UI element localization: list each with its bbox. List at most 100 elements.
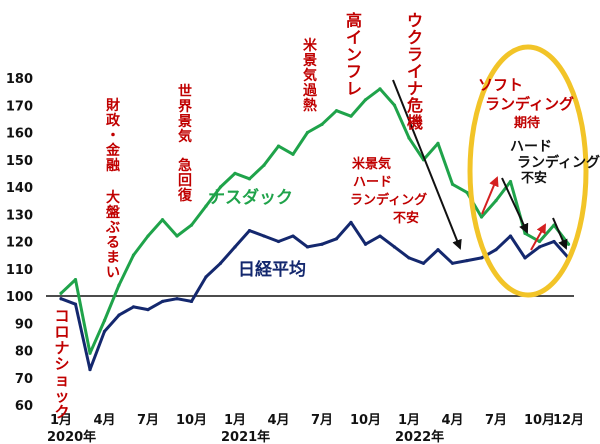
series-label-nikkei: 日経平均 bbox=[238, 259, 306, 280]
x-tick-label: 7月 bbox=[137, 413, 159, 428]
x-tick-label: 10月 bbox=[176, 413, 207, 428]
data-point bbox=[450, 182, 455, 186]
annotation-label: 米景気過熱 bbox=[302, 37, 318, 114]
annotation-label: ランディング bbox=[350, 192, 427, 208]
annotation-label: コロナショック bbox=[54, 307, 69, 421]
x-tick-label: 7月 bbox=[485, 413, 507, 428]
data-point bbox=[262, 234, 266, 238]
data-point bbox=[552, 239, 556, 244]
data-point bbox=[407, 136, 411, 140]
annotation-label: ハード bbox=[510, 139, 552, 155]
data-point bbox=[465, 190, 469, 195]
annotation-label: ソフト bbox=[478, 76, 523, 94]
y-tick-label: 130 bbox=[6, 208, 33, 223]
data-point bbox=[218, 185, 223, 189]
data-point bbox=[233, 245, 237, 249]
data-point bbox=[131, 253, 136, 257]
y-tick-label: 90 bbox=[15, 317, 33, 332]
year-label: 2020年 bbox=[47, 429, 96, 444]
data-point bbox=[204, 275, 208, 279]
data-point bbox=[392, 245, 397, 249]
y-tick-label: 100 bbox=[6, 290, 33, 305]
data-point bbox=[479, 215, 484, 219]
data-point bbox=[146, 308, 150, 312]
annotation-label: ハード bbox=[353, 175, 392, 190]
annotation-label: 高インフレ bbox=[346, 11, 362, 98]
annotation-label: 期待 bbox=[514, 115, 540, 131]
data-point bbox=[537, 239, 542, 244]
trend-arrow bbox=[530, 223, 546, 251]
annotation-label: 世界景気 bbox=[178, 83, 193, 145]
annotation-label: 不安 bbox=[521, 170, 547, 186]
y-tick-label: 60 bbox=[15, 399, 33, 414]
data-point bbox=[363, 242, 368, 246]
annotation-label: ウクライナ危機 bbox=[407, 11, 423, 132]
y-tick-label: 120 bbox=[6, 236, 33, 251]
data-point bbox=[407, 256, 411, 260]
highlight-ellipse bbox=[467, 44, 589, 298]
annotation-label: ランディング bbox=[485, 95, 574, 113]
data-point bbox=[334, 237, 339, 241]
data-point bbox=[276, 239, 281, 244]
data-point bbox=[349, 220, 353, 225]
series-label-nasdaq: ナスダック bbox=[208, 187, 293, 208]
data-point bbox=[247, 229, 252, 233]
data-point bbox=[363, 98, 368, 102]
data-point bbox=[73, 278, 78, 282]
data-point bbox=[494, 199, 498, 203]
trend-arrow bbox=[481, 176, 499, 215]
data-point bbox=[320, 242, 324, 246]
data-point bbox=[378, 234, 382, 238]
y-tick-label: 70 bbox=[15, 372, 33, 387]
data-point bbox=[59, 291, 63, 295]
data-point bbox=[349, 114, 353, 118]
data-point bbox=[146, 234, 150, 238]
data-point bbox=[436, 248, 440, 252]
annotation-label: ランディング bbox=[517, 154, 600, 171]
annotation-label: 財政・金融 bbox=[105, 97, 121, 174]
data-point bbox=[218, 261, 223, 265]
data-point bbox=[508, 234, 513, 238]
data-point bbox=[291, 152, 295, 156]
data-point bbox=[465, 258, 469, 263]
y-tick-label: 150 bbox=[6, 154, 33, 169]
data-point bbox=[175, 234, 179, 238]
data-point bbox=[378, 87, 382, 91]
data-point bbox=[247, 177, 252, 181]
y-tick-label: 110 bbox=[6, 263, 33, 278]
y-tick-label: 140 bbox=[6, 181, 33, 196]
x-tick-label: 7月 bbox=[311, 413, 333, 428]
annotation-label: 大盤ぶるまい bbox=[105, 189, 121, 281]
trend-arrow bbox=[392, 79, 462, 250]
data-point bbox=[334, 109, 339, 113]
data-point bbox=[102, 318, 107, 323]
data-point bbox=[392, 103, 397, 107]
data-point bbox=[305, 130, 310, 135]
data-point bbox=[291, 234, 295, 238]
x-tick-label: 1月 bbox=[398, 413, 420, 428]
data-point bbox=[88, 351, 92, 355]
x-tick-label: 12月 bbox=[553, 413, 584, 428]
data-point bbox=[189, 299, 194, 304]
data-point bbox=[59, 297, 63, 301]
x-tick-label: 4月 bbox=[441, 413, 463, 428]
annotation-label: 急回復 bbox=[177, 157, 193, 204]
data-point bbox=[204, 204, 208, 208]
x-tick-label: 4月 bbox=[267, 413, 289, 428]
data-point bbox=[305, 245, 310, 249]
data-point bbox=[88, 367, 92, 372]
x-tick-label: 10月 bbox=[350, 413, 381, 428]
x-tick-label: 1月 bbox=[224, 413, 246, 428]
data-point bbox=[450, 261, 455, 265]
x-tick-label: 4月 bbox=[93, 413, 115, 428]
data-point bbox=[73, 302, 78, 306]
y-tick-label: 180 bbox=[6, 72, 33, 87]
data-point bbox=[160, 299, 165, 304]
series-line-nasdaq bbox=[59, 87, 570, 355]
data-point bbox=[117, 283, 121, 287]
data-point bbox=[508, 179, 513, 184]
data-point bbox=[131, 305, 136, 309]
data-point bbox=[175, 297, 179, 301]
y-tick-label: 170 bbox=[6, 99, 33, 114]
